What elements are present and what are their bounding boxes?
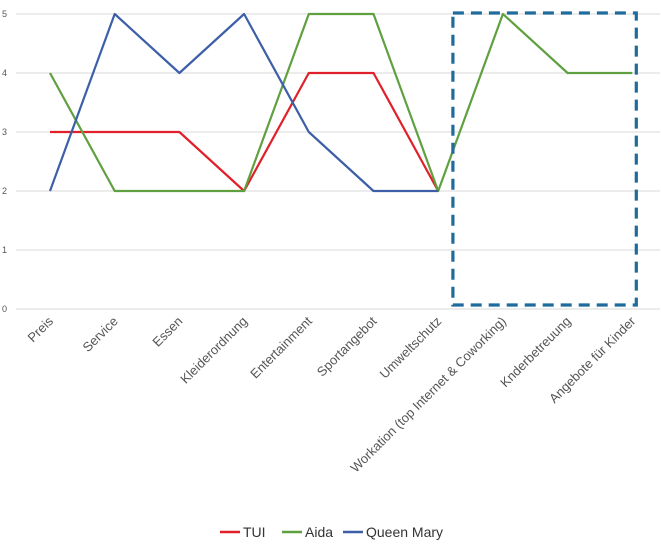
x-tick-label: Essen (149, 314, 185, 350)
y-tick-label: 4 (2, 68, 7, 78)
legend: TUI Aida Queen Mary (220, 524, 443, 540)
y-tick-label: 2 (2, 186, 7, 196)
series-line-queen-mary (50, 14, 438, 191)
x-tick-label: Kleiderordnung (177, 314, 250, 387)
x-tick-label: Entertainment (247, 313, 315, 381)
y-tick-label: 1 (2, 245, 7, 255)
x-tick-label: Umweltschutz (376, 314, 444, 382)
legend-label: TUI (243, 524, 266, 540)
y-tick-label: 5 (2, 9, 7, 19)
x-tick-label: Sportangebot (314, 313, 380, 379)
x-tick-label: Preis (25, 313, 57, 345)
y-tick-label: 0 (2, 304, 7, 314)
series-line-aida (50, 14, 632, 191)
legend-label: Aida (305, 524, 333, 540)
highlight-box (453, 13, 636, 305)
y-tick-label: 3 (2, 127, 7, 137)
x-tick-label: Service (80, 314, 121, 355)
legend-label: Queen Mary (366, 524, 443, 540)
